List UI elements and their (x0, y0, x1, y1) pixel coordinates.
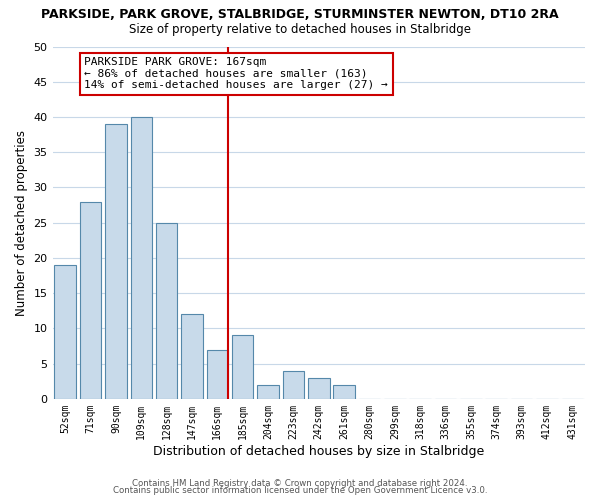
Bar (206, 350, 228, 399)
Text: Size of property relative to detached houses in Stalbridge: Size of property relative to detached ho… (129, 22, 471, 36)
Bar (105, 124, 127, 399)
Bar (131, 117, 152, 399)
Text: Contains public sector information licensed under the Open Government Licence v3: Contains public sector information licen… (113, 486, 487, 495)
Y-axis label: Number of detached properties: Number of detached properties (15, 130, 28, 316)
Bar (156, 222, 178, 399)
Bar (232, 336, 253, 399)
X-axis label: Distribution of detached houses by size in Stalbridge: Distribution of detached houses by size … (153, 444, 484, 458)
Text: PARKSIDE, PARK GROVE, STALBRIDGE, STURMINSTER NEWTON, DT10 2RA: PARKSIDE, PARK GROVE, STALBRIDGE, STURMI… (41, 8, 559, 20)
Bar (257, 384, 279, 399)
Bar (55, 265, 76, 399)
Bar (334, 384, 355, 399)
Bar (80, 202, 101, 399)
Text: Contains HM Land Registry data © Crown copyright and database right 2024.: Contains HM Land Registry data © Crown c… (132, 478, 468, 488)
Text: PARKSIDE PARK GROVE: 167sqm
← 86% of detached houses are smaller (163)
14% of se: PARKSIDE PARK GROVE: 167sqm ← 86% of det… (85, 57, 388, 90)
Bar (181, 314, 203, 399)
Bar (308, 378, 329, 399)
Bar (283, 370, 304, 399)
